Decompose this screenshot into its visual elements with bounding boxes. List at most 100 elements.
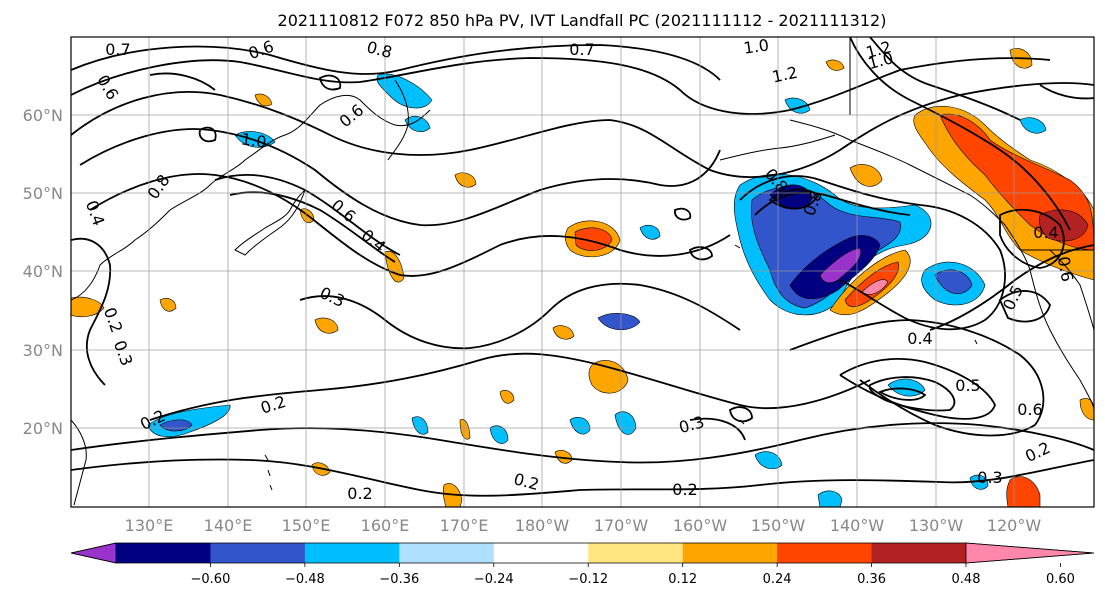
map-title: 2021110812 F072 850 hPa PV, IVT Landfall… [278,11,887,30]
contour-line [71,422,1094,464]
coastline-na-west [1004,224,1094,411]
colorbar-segment [210,543,306,563]
longitude-labels: 130°E 140°E 150°E 160°E 170°E 180°W 170°… [125,516,1042,535]
colorbar-segment [871,543,967,563]
contour-line [71,82,1094,178]
contour-label: 0.2 [672,480,697,499]
contour-line [79,128,721,227]
contour-label: 0.5 [955,376,980,395]
coastline-layer [71,37,1094,506]
contour-line [849,37,1071,231]
colorbar-tick-label: −0.36 [379,572,419,587]
contour-layer [71,37,1094,497]
coastline-aleutians [719,134,836,161]
colorbar-tick-label: 0.48 [952,572,981,587]
shade-pos-w3 [552,325,575,340]
colorbar-extend-high [965,542,1095,564]
contour-line [689,417,746,441]
contour-label: 1.2 [770,63,799,87]
contour-line [999,208,1065,269]
coastline-na-inland [1049,249,1094,331]
lon-label: 170°E [440,516,489,535]
coastline-philippines [71,419,87,506]
colorbar-tick-label: −0.60 [191,572,231,587]
shade-neg-sub-1 [754,451,783,470]
colorbar-tick-label: 0.36 [857,572,886,587]
contour-line [71,237,112,386]
shade-pos-subtrop [588,360,629,394]
contour-line [929,244,1094,331]
shade-neg-east-core [934,269,973,294]
contour-label: 0.4 [1033,223,1058,242]
lon-label: 160°E [361,516,410,535]
contour-line [71,57,1051,115]
colorbar-outline [70,542,1095,564]
lat-label-30n: 30°N [23,341,63,360]
lat-label-20n: 20°N [23,419,63,438]
shade-pos-west-edge [71,296,105,318]
colorbar-segment [399,543,495,563]
lon-label: 140°E [204,516,253,535]
contour-line [149,352,871,421]
contour-line [229,191,396,263]
coastline-alaska [789,119,1006,226]
lat-label-60n: 60°N [23,106,63,125]
contour-line [789,319,1045,437]
shade-neg-alaska-n2 [1019,117,1047,134]
shade-neg-sub-8 [639,224,661,240]
shade-neg-sub-4 [489,425,509,444]
shade-pos-w14 [159,298,177,312]
shade-pos-w7 [849,164,883,187]
contour-line [149,72,216,91]
contour-label: 0.4 [907,329,932,348]
shade-pos-w1 [314,317,339,334]
shade-neg-sub-7 [969,474,989,490]
shade-pos-w11 [825,59,845,71]
contour-line [877,387,927,401]
lat-label-50n: 50°N [23,184,63,203]
lon-label: 130°E [125,516,174,535]
shade-pos-gulf-center [861,279,889,295]
contour-line [674,207,692,221]
contour-line [998,290,1051,323]
colorbar-tick-label: 0.60 [1046,572,1075,587]
coastline-islands [264,244,978,491]
contour-label: 0.7 [569,40,594,59]
shade-pos-w8 [459,418,471,440]
lon-label: 180°W [515,516,570,535]
contour-line [299,282,741,350]
colorbar-segment [682,543,778,563]
shade-neg-okhotsk-2 [404,116,431,133]
map-border [70,36,1095,508]
shade-neg-sib [376,73,433,109]
contour-line [71,44,721,81]
lon-label: 170°W [594,516,649,535]
contour-line [754,191,911,216]
lat-label-40n: 40°N [23,262,63,281]
map-area: 0.7 0.6 0.8 0.7 1.0 1.2 1.2 1.0 0.6 1.0 … [71,37,1094,507]
colorbar-extend-low [70,542,117,564]
lon-label: 140°W [830,516,885,535]
coastline-japan [234,189,306,256]
contour-line [71,458,1094,497]
shade-pos-w12 [1079,398,1094,421]
coastline-kamchatka [387,79,409,161]
shade-pos-w6 [554,450,573,464]
shade-neg-core-3 [819,247,862,284]
colorbar-segment [588,543,684,563]
contour-line [729,406,753,423]
contour-label: 0.3 [977,468,1002,487]
lon-label: 160°W [673,516,728,535]
shade-neg-hawaii [887,378,926,397]
lon-label: 120°W [987,516,1042,535]
shade-neg-mid-1 [597,313,641,331]
colorbar-segment [493,543,589,563]
shade-pos-w10 [254,93,273,107]
latitude-labels: 60°N 50°N 40°N 30°N 20°N [23,106,63,438]
contour-label: 0.2 [347,484,372,503]
contour-line [768,188,820,210]
contour-label: 0.6 [1017,400,1042,419]
shade-neg-sub-6 [817,490,843,507]
contour-line [869,37,1021,121]
